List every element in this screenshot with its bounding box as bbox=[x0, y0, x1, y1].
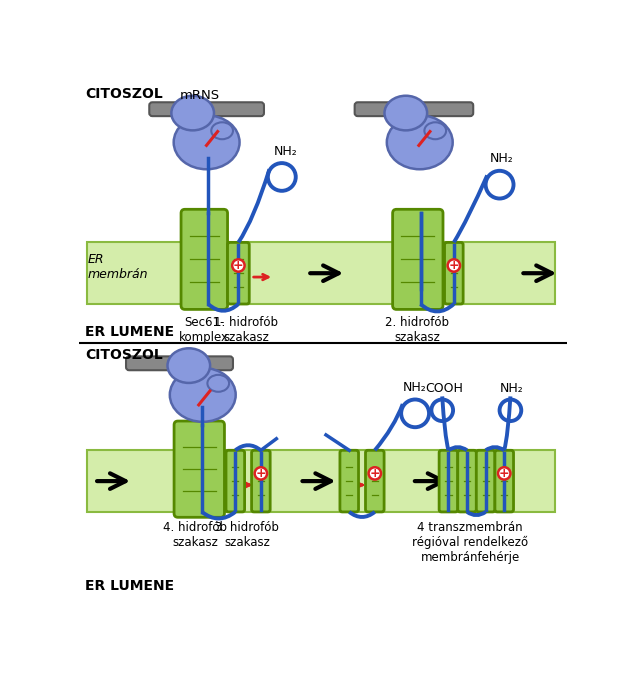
Ellipse shape bbox=[211, 122, 233, 139]
Ellipse shape bbox=[170, 368, 236, 422]
FancyBboxPatch shape bbox=[476, 450, 495, 512]
Text: CITOSZOL: CITOSZOL bbox=[85, 87, 163, 101]
FancyBboxPatch shape bbox=[181, 209, 227, 310]
Circle shape bbox=[255, 467, 267, 479]
FancyBboxPatch shape bbox=[439, 450, 458, 512]
FancyBboxPatch shape bbox=[365, 450, 384, 512]
Text: Sec61-
komplex: Sec61- komplex bbox=[180, 316, 229, 344]
Text: NH₂: NH₂ bbox=[274, 145, 297, 158]
Ellipse shape bbox=[425, 122, 446, 139]
FancyBboxPatch shape bbox=[445, 242, 463, 304]
Ellipse shape bbox=[174, 115, 239, 169]
Ellipse shape bbox=[384, 96, 427, 130]
Ellipse shape bbox=[207, 375, 229, 392]
Ellipse shape bbox=[387, 115, 453, 169]
Circle shape bbox=[448, 259, 460, 272]
Text: +: + bbox=[233, 259, 244, 272]
Circle shape bbox=[369, 467, 381, 479]
FancyBboxPatch shape bbox=[355, 103, 473, 116]
Text: 2. hidrofób
szakasz: 2. hidrofób szakasz bbox=[386, 316, 449, 344]
FancyBboxPatch shape bbox=[495, 450, 513, 512]
Text: +: + bbox=[369, 467, 380, 480]
Text: 1. hidrofób
szakasz: 1. hidrofób szakasz bbox=[214, 316, 278, 344]
Text: 4 transzmembrán
régióval rendelkező
membránfehérje: 4 transzmembrán régióval rendelkező memb… bbox=[412, 521, 528, 564]
Text: 3. hidrofób
szakasz: 3. hidrofób szakasz bbox=[215, 521, 279, 549]
FancyBboxPatch shape bbox=[251, 450, 270, 512]
FancyBboxPatch shape bbox=[340, 450, 358, 512]
Text: +: + bbox=[449, 259, 459, 272]
Text: +: + bbox=[256, 467, 266, 480]
FancyBboxPatch shape bbox=[458, 450, 476, 512]
Text: ER
membrán: ER membrán bbox=[88, 253, 149, 281]
Text: COOH: COOH bbox=[426, 382, 464, 395]
Text: mRNS: mRNS bbox=[180, 89, 220, 103]
Text: NH₂: NH₂ bbox=[490, 152, 514, 166]
Text: CITOSZOL: CITOSZOL bbox=[85, 348, 163, 362]
FancyBboxPatch shape bbox=[126, 356, 233, 370]
FancyBboxPatch shape bbox=[392, 209, 443, 310]
Circle shape bbox=[498, 467, 510, 479]
Text: NH₂: NH₂ bbox=[500, 382, 524, 395]
Circle shape bbox=[232, 259, 244, 272]
Text: ER LUMENE: ER LUMENE bbox=[85, 579, 174, 593]
Ellipse shape bbox=[168, 348, 210, 383]
Text: +: + bbox=[499, 467, 510, 480]
FancyBboxPatch shape bbox=[227, 242, 249, 304]
FancyBboxPatch shape bbox=[226, 450, 244, 512]
Text: 4. hidrofób
szakasz: 4. hidrofób szakasz bbox=[163, 521, 227, 549]
Bar bbox=[86, 450, 556, 512]
Bar bbox=[86, 242, 556, 304]
Text: NH₂: NH₂ bbox=[403, 381, 427, 394]
Ellipse shape bbox=[171, 96, 214, 130]
Text: ER LUMENE: ER LUMENE bbox=[85, 325, 174, 339]
FancyBboxPatch shape bbox=[174, 421, 224, 517]
FancyBboxPatch shape bbox=[149, 103, 264, 116]
